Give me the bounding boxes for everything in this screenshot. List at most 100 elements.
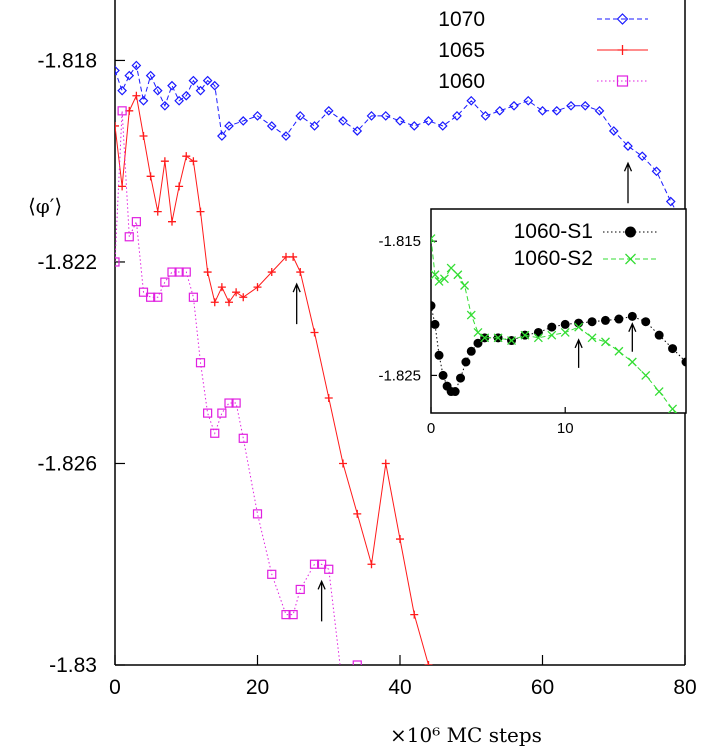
data-point-1060-S2 [431,270,440,280]
series-line-1060 [115,110,358,665]
main-plot: 0 20 40 60 80 -1.818 -1.822 -1.826 -1.83 ⟨φ′⟩ ×1… [28,0,697,747]
data-point-1060-S2 [654,387,664,396]
data-point-1060 [295,584,305,595]
y-tick-label: -1.83 [49,654,97,677]
data-point-1060-S2 [446,263,456,273]
data-point-1060-S1 [587,317,597,327]
data-point-1065 [146,172,155,181]
data-point-1070 [352,126,363,136]
data-point-1070 [224,121,234,131]
data-point-1070 [181,90,192,101]
data-point-1060-S1 [654,330,664,340]
data-point-1060 [195,358,206,368]
data-point-1070 [509,100,519,111]
data-point-1060 [146,292,156,302]
data-point-1065 [115,121,119,130]
data-point-1060-S2 [453,270,463,280]
y-tick-label: -1.818 [37,49,97,72]
data-point-1070 [195,85,206,96]
inset-legend-samples [603,226,658,265]
data-point-1065 [175,182,184,191]
data-point-1070 [466,95,477,106]
data-point-1070 [651,166,662,177]
data-point-1070 [580,100,591,111]
data-point-1060-S1 [431,301,436,311]
inset-series [431,234,686,413]
data-point-1065 [367,560,376,569]
data-point-1060-S1 [627,311,637,321]
data-point-1060-S2 [614,346,624,356]
data-point-1060-S1 [614,314,624,324]
data-point-1060-S2 [668,404,678,413]
data-point-1070 [395,116,405,126]
data-point-1060 [231,398,241,408]
data-point-1060 [324,564,334,574]
data-point-1065 [118,182,127,191]
data-point-1060-S2 [547,330,557,340]
data-point-1070 [494,105,505,116]
inset-arrows [574,322,637,368]
data-point-1060-S1 [434,350,444,360]
data-point-1060-S2 [601,337,610,347]
data-point-1070 [338,116,348,126]
annotation-arrow [628,322,637,352]
data-point-1060 [124,232,134,242]
data-point-1070 [117,85,127,96]
data-point-1065 [217,283,226,292]
data-point-1065 [239,293,248,302]
data-point-1060 [181,267,191,277]
data-point-1060-S2 [480,333,490,343]
data-point-1060-S1 [450,387,460,397]
data-point-1060-S2 [520,330,530,340]
inset-ticks: 0 10 -1.815 -1.825 [378,233,573,437]
data-point-1065 [225,298,233,307]
data-point-1060-S2 [574,322,584,332]
data-point-1060-S1 [466,346,476,356]
data-point-1065 [210,298,219,307]
y-tick-label: -1.822 [37,251,97,274]
data-point-1060-S1 [473,338,483,348]
inset-legend: 1060-S1 1060-S2 [514,220,658,270]
data-point-1070 [409,121,420,131]
x-tick-label: 20 [246,676,269,699]
main-arrows [292,161,633,622]
data-point-1060-S2 [627,357,637,367]
x-tick-label: 40 [388,676,411,699]
data-point-1060 [224,398,234,408]
data-point-1065 [396,535,404,544]
data-point-1060 [339,686,347,694]
y-tick-label: -1.826 [37,452,97,475]
legend-marker-1060-S1 [625,226,636,238]
data-point-1065 [424,661,433,665]
data-point-1065 [168,217,176,226]
data-point-1060 [217,408,227,418]
data-point-1070 [295,111,306,121]
data-point-1070 [209,80,220,91]
data-point-1060-S2 [460,281,470,290]
data-point-1065 [310,328,319,337]
x-tick-label: 0 [109,676,121,699]
data-point-1060 [352,660,362,665]
data-point-1070 [174,95,184,106]
data-point-1060-S1 [456,373,466,383]
data-point-1070 [551,105,562,116]
data-point-1065 [353,509,362,518]
data-point-1060-S2 [493,333,503,343]
data-point-1070 [323,105,334,116]
data-point-1060 [288,610,298,620]
data-point-1070 [665,196,676,207]
data-point-1065 [160,157,169,166]
data-point-1070 [281,131,291,141]
data-point-1070 [238,116,249,126]
data-point-1070 [138,95,149,106]
data-point-1065 [132,91,141,100]
data-point-1070 [366,111,377,121]
data-point-1065 [139,132,148,141]
data-point-1070 [188,75,199,86]
x-tick-label: 10 [557,420,574,437]
legend-label-1065: 1065 [438,39,485,62]
data-point-1070 [437,121,448,131]
data-point-1060 [174,267,184,277]
data-point-1065 [282,252,290,261]
data-point-1060-S1 [431,319,440,329]
